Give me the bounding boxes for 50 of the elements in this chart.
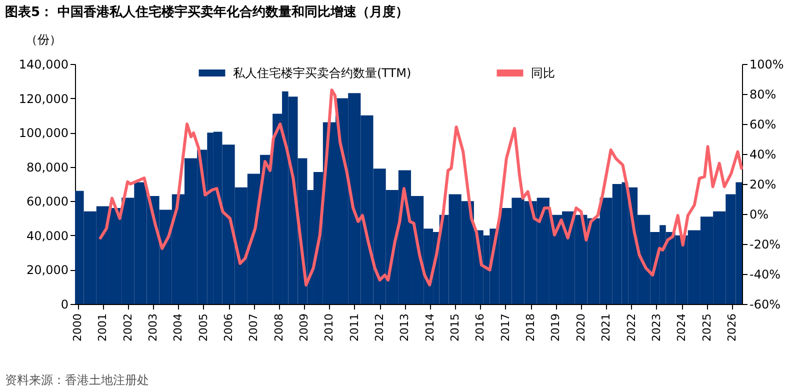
x-tick-label: 2004 — [172, 314, 185, 342]
x-tick-label: 2014 — [423, 314, 436, 342]
y-tick-label: 0 — [60, 298, 68, 312]
x-tick-label: 2026 — [725, 314, 738, 342]
x-tick-label: 2001 — [96, 314, 110, 342]
legend-label: 私人住宅楼宇买卖合约数量(TTM) — [233, 66, 412, 80]
y-tick-label: 40,000 — [26, 228, 68, 243]
x-tick-label: 2010 — [322, 314, 336, 342]
x-tick-label: 2024 — [675, 314, 688, 342]
text: 资料来源：香港土地注册处 — [5, 373, 149, 387]
y-tick-label: 80,000 — [26, 160, 68, 174]
y-axis-title: （份） — [26, 32, 62, 46]
x-tick-label: 2011 — [348, 314, 361, 342]
line-series — [98, 88, 743, 286]
y-tick-label: 120,000 — [18, 92, 68, 106]
y2-tick-label: -40% — [750, 268, 781, 282]
x-tick-label: 2022 — [624, 314, 638, 342]
x-tick-label: 2012 — [373, 314, 386, 342]
x-tick-label: 2021 — [600, 314, 613, 342]
x-tick-label: 2000 — [71, 314, 84, 342]
x-tick-label: 2018 — [524, 314, 538, 342]
x-tick-label: 2017 — [498, 314, 512, 342]
x-tick-label: 2002 — [121, 314, 134, 342]
y-tick-label: 140,000 — [18, 58, 68, 72]
y2-tick-label: -60% — [750, 298, 781, 312]
x-tick-label: 2023 — [650, 314, 663, 342]
x-tick-label: 2006 — [222, 314, 236, 342]
y2-tick-label: 80% — [750, 88, 776, 102]
x-tick-label: 2025 — [700, 314, 714, 342]
x-tick-label: 2020 — [574, 314, 588, 342]
x-tick-label: 2013 — [398, 314, 412, 342]
y2-tick-label: 100% — [750, 58, 784, 72]
x-tick-label: 2015 — [448, 314, 462, 342]
x-tick-label: 2005 — [196, 314, 210, 342]
y-tick-label: 60,000 — [26, 194, 68, 209]
x-tick-label: 2008 — [272, 314, 286, 342]
y-tick-label: 100,000 — [18, 126, 68, 140]
legend-label: 同比 — [531, 66, 555, 80]
y-tick-label: 20,000 — [26, 263, 68, 278]
y2-tick-label: 20% — [750, 178, 776, 192]
y2-tick-label: 40% — [750, 148, 776, 162]
x-tick-label: 2009 — [298, 314, 311, 342]
x-tick-label: 2016 — [474, 314, 487, 342]
x-tick-label: 2007 — [247, 314, 260, 342]
y2-tick-label: 60% — [750, 118, 776, 132]
y2-tick-label: -20% — [750, 238, 781, 252]
x-tick-label: 2019 — [549, 314, 562, 342]
x-tick-label: 2003 — [146, 314, 160, 342]
y2-tick-label: 0% — [750, 208, 769, 222]
chart-title: 图表5： 中国香港私人住宅楼宇买卖年化合约数量和同比增速（月度） — [5, 4, 409, 20]
